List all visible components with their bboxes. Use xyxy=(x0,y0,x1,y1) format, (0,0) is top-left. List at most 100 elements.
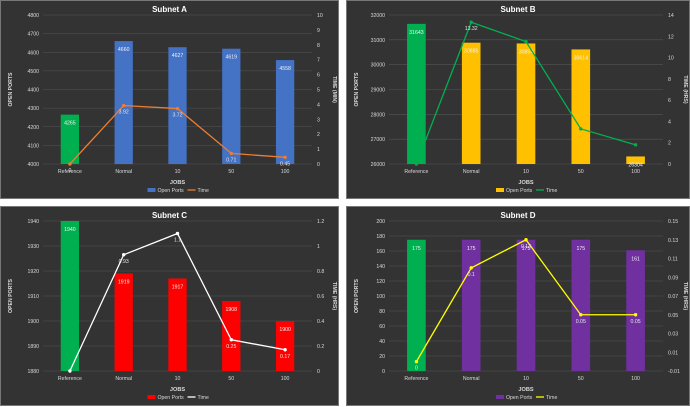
time-point xyxy=(229,151,233,156)
y-tick-label: 4200 xyxy=(27,125,39,131)
x-tick-label: 50 xyxy=(578,376,584,382)
x-tick-label: Reference xyxy=(58,169,82,175)
y-tick-label: 180 xyxy=(376,234,385,240)
x-axis-title: JOBS xyxy=(170,180,186,186)
y2-tick-label: 2 xyxy=(317,132,320,138)
y-tick-label: 30000 xyxy=(371,63,386,69)
y-tick-label: 4400 xyxy=(27,88,39,94)
bar-data-label: 4660 xyxy=(118,47,130,53)
bar-data-label: 30854 xyxy=(519,49,534,55)
y-axis-title: OPEN PORTS xyxy=(354,278,360,313)
y-tick-label: 31000 xyxy=(371,38,386,44)
time-point xyxy=(122,253,126,257)
y-tick-label: 29000 xyxy=(371,88,386,94)
y2-axis-title: TIME (HRS) xyxy=(682,282,688,311)
bar-data-label: 4619 xyxy=(226,55,238,61)
legend-label: Time xyxy=(546,395,557,401)
x-tick-label: 100 xyxy=(631,169,640,175)
y-tick-label: 80 xyxy=(379,309,385,315)
y-axis-title: OPEN PORTS xyxy=(8,278,14,313)
x-tick-label: 50 xyxy=(228,169,234,175)
chart-panel-subnet-a: Subnet A 4000 4100 4200 4300 4400 4500 4600 470… xyxy=(0,0,339,199)
time-data-label: 3.72 xyxy=(172,113,182,119)
bar xyxy=(407,23,426,165)
time-data-label: 1.1 xyxy=(174,238,181,244)
legend-label: Time xyxy=(198,395,209,401)
y-tick-label: 26000 xyxy=(371,162,386,168)
bar-data-label: 30885 xyxy=(464,49,479,55)
time-point xyxy=(68,162,72,166)
x-tick-label: Reference xyxy=(404,376,428,382)
chart-svg: 020406080100120140160180200-0.010.010.03… xyxy=(354,219,688,401)
x-tick-label: 50 xyxy=(578,169,584,175)
y-tick-label: 60 xyxy=(379,324,385,330)
time-point xyxy=(414,162,419,166)
bar xyxy=(407,239,426,371)
legend-swatch-open-ports xyxy=(147,395,156,399)
y2-tick-label: 6 xyxy=(317,73,320,79)
chart-title: Subnet D xyxy=(500,211,536,220)
legend-label: Time xyxy=(198,188,209,194)
x-axis-title: JOBS xyxy=(170,387,186,393)
time-point xyxy=(175,231,180,236)
time-data-label: 0.05 xyxy=(631,319,641,325)
y-tick-label: 4600 xyxy=(27,50,39,56)
y-tick-label: 1920 xyxy=(27,269,39,275)
y-tick-label: 1890 xyxy=(27,344,39,350)
y2-tick-label: 6 xyxy=(668,98,671,104)
y-tick-label: 27000 xyxy=(371,137,386,143)
x-tick-label: 10 xyxy=(175,169,181,175)
y2-tick-label: 0.2 xyxy=(317,344,324,350)
bar-data-label: 30614 xyxy=(574,55,589,61)
bar xyxy=(461,239,481,371)
bar xyxy=(571,239,591,371)
y2-tick-label: 0.01 xyxy=(668,350,678,356)
bar-data-label: 161 xyxy=(631,256,640,262)
y-tick-label: 140 xyxy=(376,264,385,270)
chart-svg: 1880 1890 1900 1910 1920 1930 1940 0 0.2 0.4 0.6 0.… xyxy=(8,219,337,401)
y2-tick-label: 0 xyxy=(668,162,671,168)
time-data-label: 0.45 xyxy=(280,161,290,167)
time-data-label: 0.71 xyxy=(226,157,236,163)
time-point xyxy=(283,348,287,352)
y2-tick-label: 12 xyxy=(668,34,674,40)
y-tick-label: 0 xyxy=(382,369,385,375)
bar-data-label: 1940 xyxy=(64,227,76,233)
y2-tick-label: 0.6 xyxy=(317,294,324,300)
legend-swatch-open-ports xyxy=(147,188,156,192)
y-tick-label: 4800 xyxy=(27,13,39,19)
chart-title: Subnet B xyxy=(500,5,536,14)
bar xyxy=(60,221,80,371)
bar xyxy=(275,321,295,371)
chart-panel-subnet-c: Subnet C 1880 1890 1900 1910 1920 1930 1940 0 0.… xyxy=(0,206,339,406)
y-tick-label: 4700 xyxy=(27,32,39,38)
y-tick-label: 32000 xyxy=(371,13,386,19)
bar-data-label: 1908 xyxy=(226,307,238,313)
y2-tick-label: 0.03 xyxy=(668,332,678,338)
time-data-label: 0 xyxy=(68,168,71,174)
y2-tick-label: 0.4 xyxy=(317,319,324,325)
y2-tick-label: 0 xyxy=(317,162,320,168)
x-tick-label: 100 xyxy=(631,376,640,382)
bar xyxy=(60,114,80,164)
y2-tick-label: 7 xyxy=(317,58,320,64)
bar xyxy=(516,239,536,371)
y-tick-label: 200 xyxy=(376,219,385,225)
y2-tick-label: 3 xyxy=(317,117,320,123)
time-data-label: 0.05 xyxy=(576,319,586,325)
chart-panel-subnet-b: Subnet B 26000 27000 28000 29000 30000 31000 3… xyxy=(346,0,690,199)
x-tick-label: Reference xyxy=(404,169,428,175)
y2-tick-label: 8 xyxy=(668,77,671,83)
time-point xyxy=(469,20,473,24)
bar-data-label: 4558 xyxy=(279,66,291,72)
chart-panel-subnet-d: Subnet D 0 20 40 60 80 100 120 140 160 180 200 -0.0… xyxy=(346,206,690,406)
time-data-label: 3.92 xyxy=(119,110,129,116)
x-tick-label: 10 xyxy=(175,376,181,382)
legend-label: Open Ports xyxy=(158,188,185,194)
y2-tick-label: 1.2 xyxy=(317,219,324,225)
x-axis-title: JOBS xyxy=(518,387,534,393)
bar-data-label: 1900 xyxy=(279,327,291,333)
bar xyxy=(626,156,645,164)
y-tick-label: 100 xyxy=(376,294,385,300)
x-tick-label: 10 xyxy=(523,376,529,382)
